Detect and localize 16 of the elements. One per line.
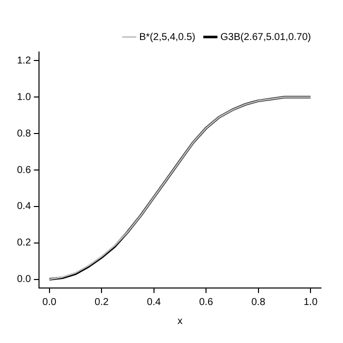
x-tick-label: 0.2: [94, 296, 109, 308]
x-tick-label: 0.8: [251, 296, 266, 308]
x-tick-label: 0.0: [42, 296, 57, 308]
x-axis-title: x: [177, 316, 182, 327]
legend-label: B*(2,5,4,0.5): [139, 32, 196, 43]
y-tick-label: 0.0: [16, 274, 32, 286]
legend-label: G3B(2.67,5.01,0.70): [220, 32, 312, 43]
x-tick-label: 0.4: [146, 296, 162, 308]
y-tick-label: 0.8: [16, 128, 32, 140]
y-tick-label: 0.6: [16, 164, 32, 176]
y-tick-label: 1.2: [16, 55, 32, 66]
y-tick-label: 1.0: [16, 92, 32, 103]
y-tick-label: 0.2: [16, 238, 32, 249]
y-tick-label: 0.4: [16, 201, 32, 212]
x-tick-label: 0.6: [199, 296, 214, 308]
x-tick-label: 1.0: [304, 296, 318, 308]
